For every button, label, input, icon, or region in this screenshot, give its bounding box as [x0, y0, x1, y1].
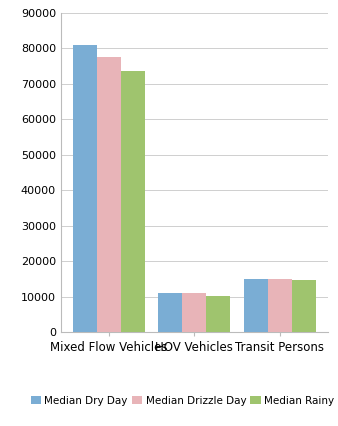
- Bar: [292, 280, 316, 332]
- Bar: [159, 293, 183, 332]
- Bar: [73, 46, 97, 332]
- Bar: [268, 279, 292, 332]
- Legend: Median Dry Day, Median Drizzle Day, Median Rainy Day: Median Dry Day, Median Drizzle Day, Medi…: [27, 392, 338, 410]
- Bar: [121, 71, 145, 332]
- Bar: [206, 296, 230, 332]
- Bar: [244, 279, 268, 332]
- Bar: [97, 57, 121, 332]
- Bar: [183, 293, 206, 332]
